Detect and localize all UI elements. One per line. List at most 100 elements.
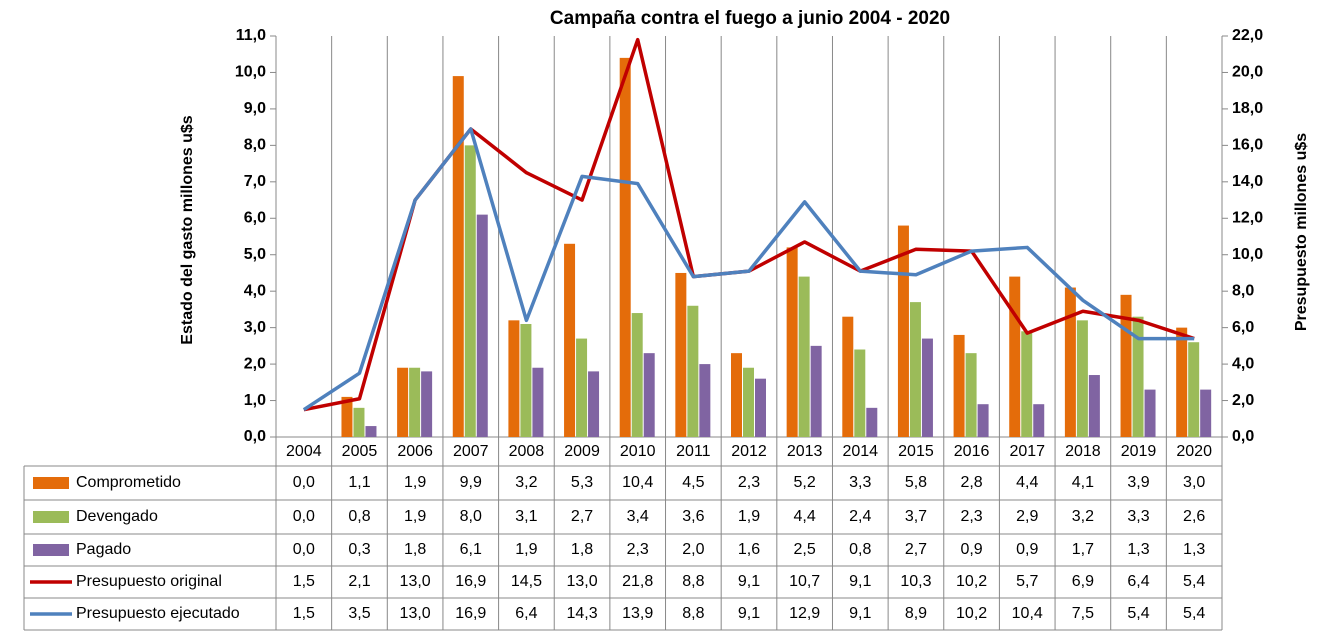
y-tick-label: 5,0 [244,246,266,263]
table-cell: 3,5 [348,605,370,622]
y-axis-label: Estado del gasto millones u$s [179,115,196,344]
table-cell: 1,3 [1183,541,1205,558]
table-cell: 0,0 [293,541,315,558]
table-cell: 9,1 [849,573,871,590]
bar [532,367,544,437]
table-cell: 13,9 [622,605,653,622]
y-tick-label: 2,0 [244,355,266,372]
legend-label: Devengado [76,508,158,525]
y-tick-label: 1,0 [244,392,266,409]
x-tick-label: 2016 [954,443,990,460]
bar [687,305,699,437]
y-tick-label: 11,0 [236,27,266,44]
table-cell: 14,3 [566,605,597,622]
bar [909,302,921,437]
y-tick-label: 6,0 [244,209,266,226]
table-cell: 3,1 [515,508,537,525]
table-cell: 0,0 [293,508,315,525]
table-cell: 10,2 [956,573,987,590]
y-tick-label: 7,0 [244,173,266,190]
table-cell: 3,3 [849,474,871,491]
table-cell: 4,4 [1016,474,1038,491]
table-cell: 3,2 [515,474,537,491]
x-tick-label: 2018 [1065,443,1101,460]
table-cell: 2,1 [348,573,370,590]
bar [1033,404,1045,437]
bar [699,364,711,437]
bar [786,247,798,437]
table-cell: 5,3 [571,474,593,491]
table-cell: 21,8 [622,573,653,590]
x-tick-label: 2010 [620,443,656,460]
table-cell: 0,8 [348,508,370,525]
x-tick-label: 2011 [676,443,711,460]
table-cell: 3,9 [1127,474,1149,491]
table-cell: 10,2 [956,605,987,622]
table-cell: 2,7 [905,541,927,558]
table-cell: 8,8 [682,605,704,622]
table-cell: 1,5 [293,605,315,622]
table-cell: 0,9 [960,541,982,558]
table-cell: 1,9 [738,508,760,525]
bar [1064,287,1076,437]
x-tick-label: 2014 [842,443,878,460]
table-cell: 8,8 [682,573,704,590]
bar [1120,294,1132,437]
line [303,37,1195,412]
table-cell: 9,9 [460,474,482,491]
table-cell: 3,2 [1072,508,1094,525]
y-tick-label: 10,0 [235,64,266,81]
legend-label: Pagado [76,541,131,558]
y-tick-label: 3,0 [244,319,266,336]
x-tick-label: 2012 [731,443,767,460]
table-cell: 0,9 [1016,541,1038,558]
x-tick-label: 2005 [342,443,378,460]
y2-tick-label: 12,0 [1232,209,1263,226]
table-cell: 10,3 [900,573,931,590]
table-cell: 3,7 [905,508,927,525]
table-cell: 1,9 [404,508,426,525]
bar [1132,316,1144,437]
bar [798,276,810,437]
x-tick-label: 2017 [1009,443,1045,460]
bar [731,353,742,437]
bar [520,323,532,437]
y-tick-label: 9,0 [244,100,266,117]
bar [464,145,476,437]
bar [421,371,433,437]
table-cell: 9,1 [849,605,871,622]
y-tick-label: 8,0 [244,137,266,154]
table-cell: 5,8 [905,474,927,491]
x-tick-label: 2004 [286,443,322,460]
table-cell: 0,0 [293,474,315,491]
table-cell: 2,6 [1183,508,1205,525]
y2-tick-label: 14,0 [1232,173,1263,190]
table-cell: 6,4 [515,605,537,622]
bar [1200,389,1212,437]
y-tick-label: 0,0 [244,428,266,445]
table-cell: 3,3 [1127,508,1149,525]
bar [365,426,377,437]
bar [965,353,977,437]
bar [977,404,989,437]
y2-tick-label: 10,0 [1232,246,1263,263]
y2-tick-label: 22,0 [1232,27,1263,44]
y2-axis-label: Presupuesto millones u$s [1293,133,1310,331]
table-cell: 10,4 [1012,605,1043,622]
table-cell: 1,9 [404,474,426,491]
table-cell: 1,9 [515,541,537,558]
bar [842,316,854,437]
table-cell: 1,5 [293,573,315,590]
bar [1088,375,1100,437]
table-cell: 8,0 [460,508,482,525]
x-tick-label: 2013 [787,443,823,460]
table-cell: 10,7 [789,573,820,590]
table-cell: 16,9 [455,605,486,622]
legend-label: Presupuesto original [76,573,222,590]
table-cell: 5,7 [1016,573,1038,590]
legend-key [33,477,69,489]
table-cell: 8,9 [905,605,927,622]
y2-tick-label: 18,0 [1232,100,1263,117]
bar [1021,331,1033,437]
